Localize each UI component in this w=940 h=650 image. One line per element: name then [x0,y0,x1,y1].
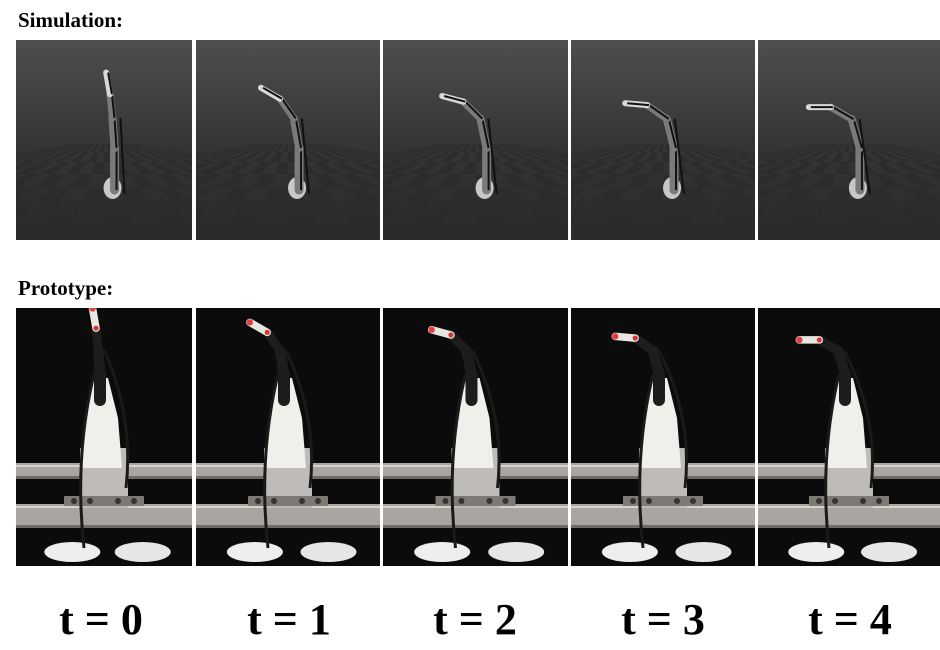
robot-finger [795,335,874,549]
simulated-finger [103,69,126,199]
prototype-photo-0 [16,308,192,566]
prototype-photo-2 [383,308,568,566]
robot-finger [611,332,689,549]
time-label-4: t = 4 [808,595,892,644]
robot-finger [427,326,501,549]
prototype-label: Prototype: [18,276,114,300]
time-label-1: t = 1 [247,595,331,644]
robot-finger [79,308,130,549]
simulated-finger [622,100,686,199]
simulation-frame-2 [383,40,568,240]
time-label-3: t = 3 [621,595,705,644]
simulation-frame-4 [758,40,940,240]
simulation-label: Simulation: [18,8,124,32]
prototype-photo-4 [758,308,940,566]
simulated-finger [439,92,498,199]
robot-finger [246,318,314,549]
simulation-frame-1 [196,40,380,240]
prototype-photo-1 [196,308,380,566]
simulation-frame-0 [16,40,192,240]
checker-floor [196,144,380,240]
simulated-finger [258,84,311,199]
white-base-pucks [44,542,171,562]
prototype-photo-3 [571,308,755,566]
time-label-0: t = 0 [59,595,143,644]
time-label-2: t = 2 [433,595,517,644]
checker-floor [383,144,568,240]
simulation-frame-3 [571,40,755,240]
simulated-finger [805,103,871,199]
